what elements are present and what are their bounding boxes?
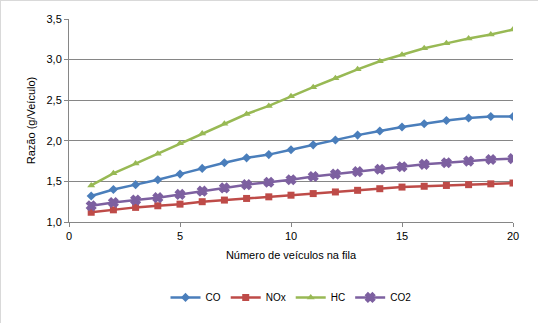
svg-text:5: 5: [177, 230, 183, 242]
svg-text:20: 20: [507, 230, 519, 242]
svg-text:1,0: 1,0: [47, 216, 62, 228]
svg-text:15: 15: [396, 230, 408, 242]
svg-text:3,0: 3,0: [47, 53, 62, 65]
svg-text:HC: HC: [331, 292, 345, 303]
svg-text:1,5: 1,5: [47, 175, 62, 187]
svg-text:3,5: 3,5: [47, 13, 62, 25]
svg-text:NOx: NOx: [266, 292, 286, 303]
svg-text:CO2: CO2: [390, 292, 411, 303]
svg-text:10: 10: [285, 230, 297, 242]
svg-text:Razão (g/Veículo): Razão (g/Veículo): [25, 77, 37, 164]
svg-text:2,5: 2,5: [47, 94, 62, 106]
svg-text:2,0: 2,0: [47, 135, 62, 147]
svg-text:Número de veículos na fila: Número de veículos na fila: [226, 249, 357, 261]
svg-text:0: 0: [66, 230, 72, 242]
svg-text:CO: CO: [206, 292, 221, 303]
